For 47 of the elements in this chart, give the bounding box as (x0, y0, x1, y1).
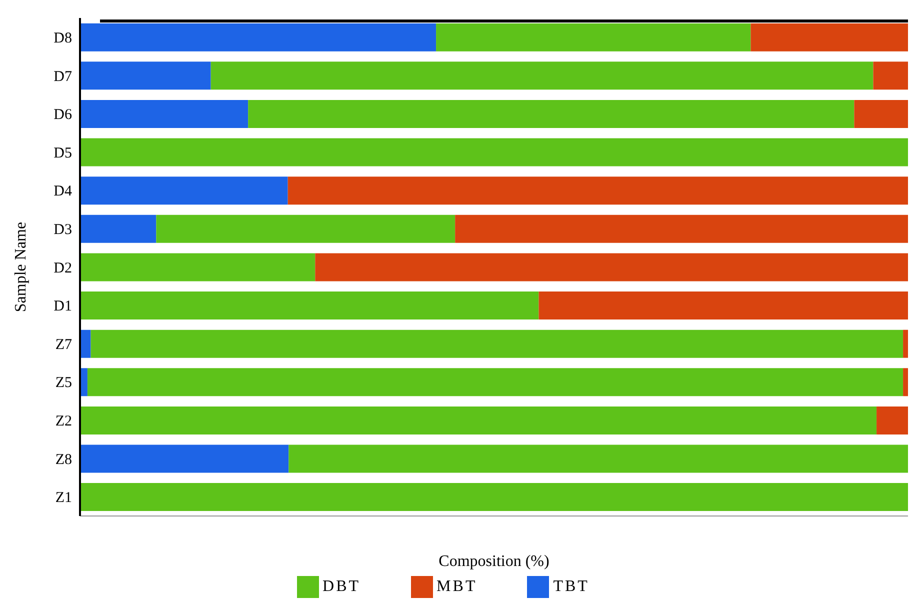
y-tick-label: D4 (54, 184, 72, 200)
bar (210, 62, 874, 90)
bar (80, 444, 289, 473)
y-tick-label: Z2 (55, 414, 72, 430)
bar (80, 214, 156, 243)
y-tick-label: Z8 (55, 452, 72, 468)
bar (750, 23, 908, 52)
y-tick-label: Z7 (55, 336, 72, 353)
bar (903, 368, 908, 396)
y-axis-title: Sample Name (12, 222, 30, 312)
bar (80, 483, 908, 512)
bar (90, 330, 904, 358)
bar (538, 292, 908, 320)
y-tick-label: D2 (54, 260, 72, 276)
bar (80, 62, 211, 90)
bar (248, 100, 854, 128)
y-tick-label: D5 (54, 145, 72, 162)
y-tick-label: Z5 (55, 375, 72, 392)
legend-label: TBT (553, 578, 590, 595)
bar (315, 253, 908, 282)
bar (156, 214, 456, 243)
bar (873, 62, 908, 90)
bar (80, 176, 288, 205)
y-tick-label: D3 (54, 222, 72, 238)
bar (80, 23, 436, 52)
bar (80, 330, 91, 358)
legend-label: DBT (322, 578, 361, 595)
y-tick-label: D1 (54, 298, 72, 315)
bar (854, 100, 908, 128)
bar (455, 214, 908, 243)
bar (80, 138, 908, 166)
bar (80, 406, 877, 434)
bar (436, 23, 751, 52)
bar (288, 176, 908, 205)
bar (87, 368, 904, 396)
legend-label: MBT (436, 578, 478, 595)
bar (876, 406, 908, 434)
y-tick-label: D8 (54, 30, 72, 46)
bar (288, 444, 908, 473)
bar (903, 330, 908, 358)
bar (80, 253, 316, 282)
x-axis-title: Composition (%) (438, 553, 550, 570)
bar (80, 100, 248, 128)
y-tick-label: Z1 (55, 490, 72, 506)
y-tick-label: D6 (54, 107, 72, 124)
bar (80, 292, 539, 320)
y-tick-label: D7 (54, 68, 72, 85)
